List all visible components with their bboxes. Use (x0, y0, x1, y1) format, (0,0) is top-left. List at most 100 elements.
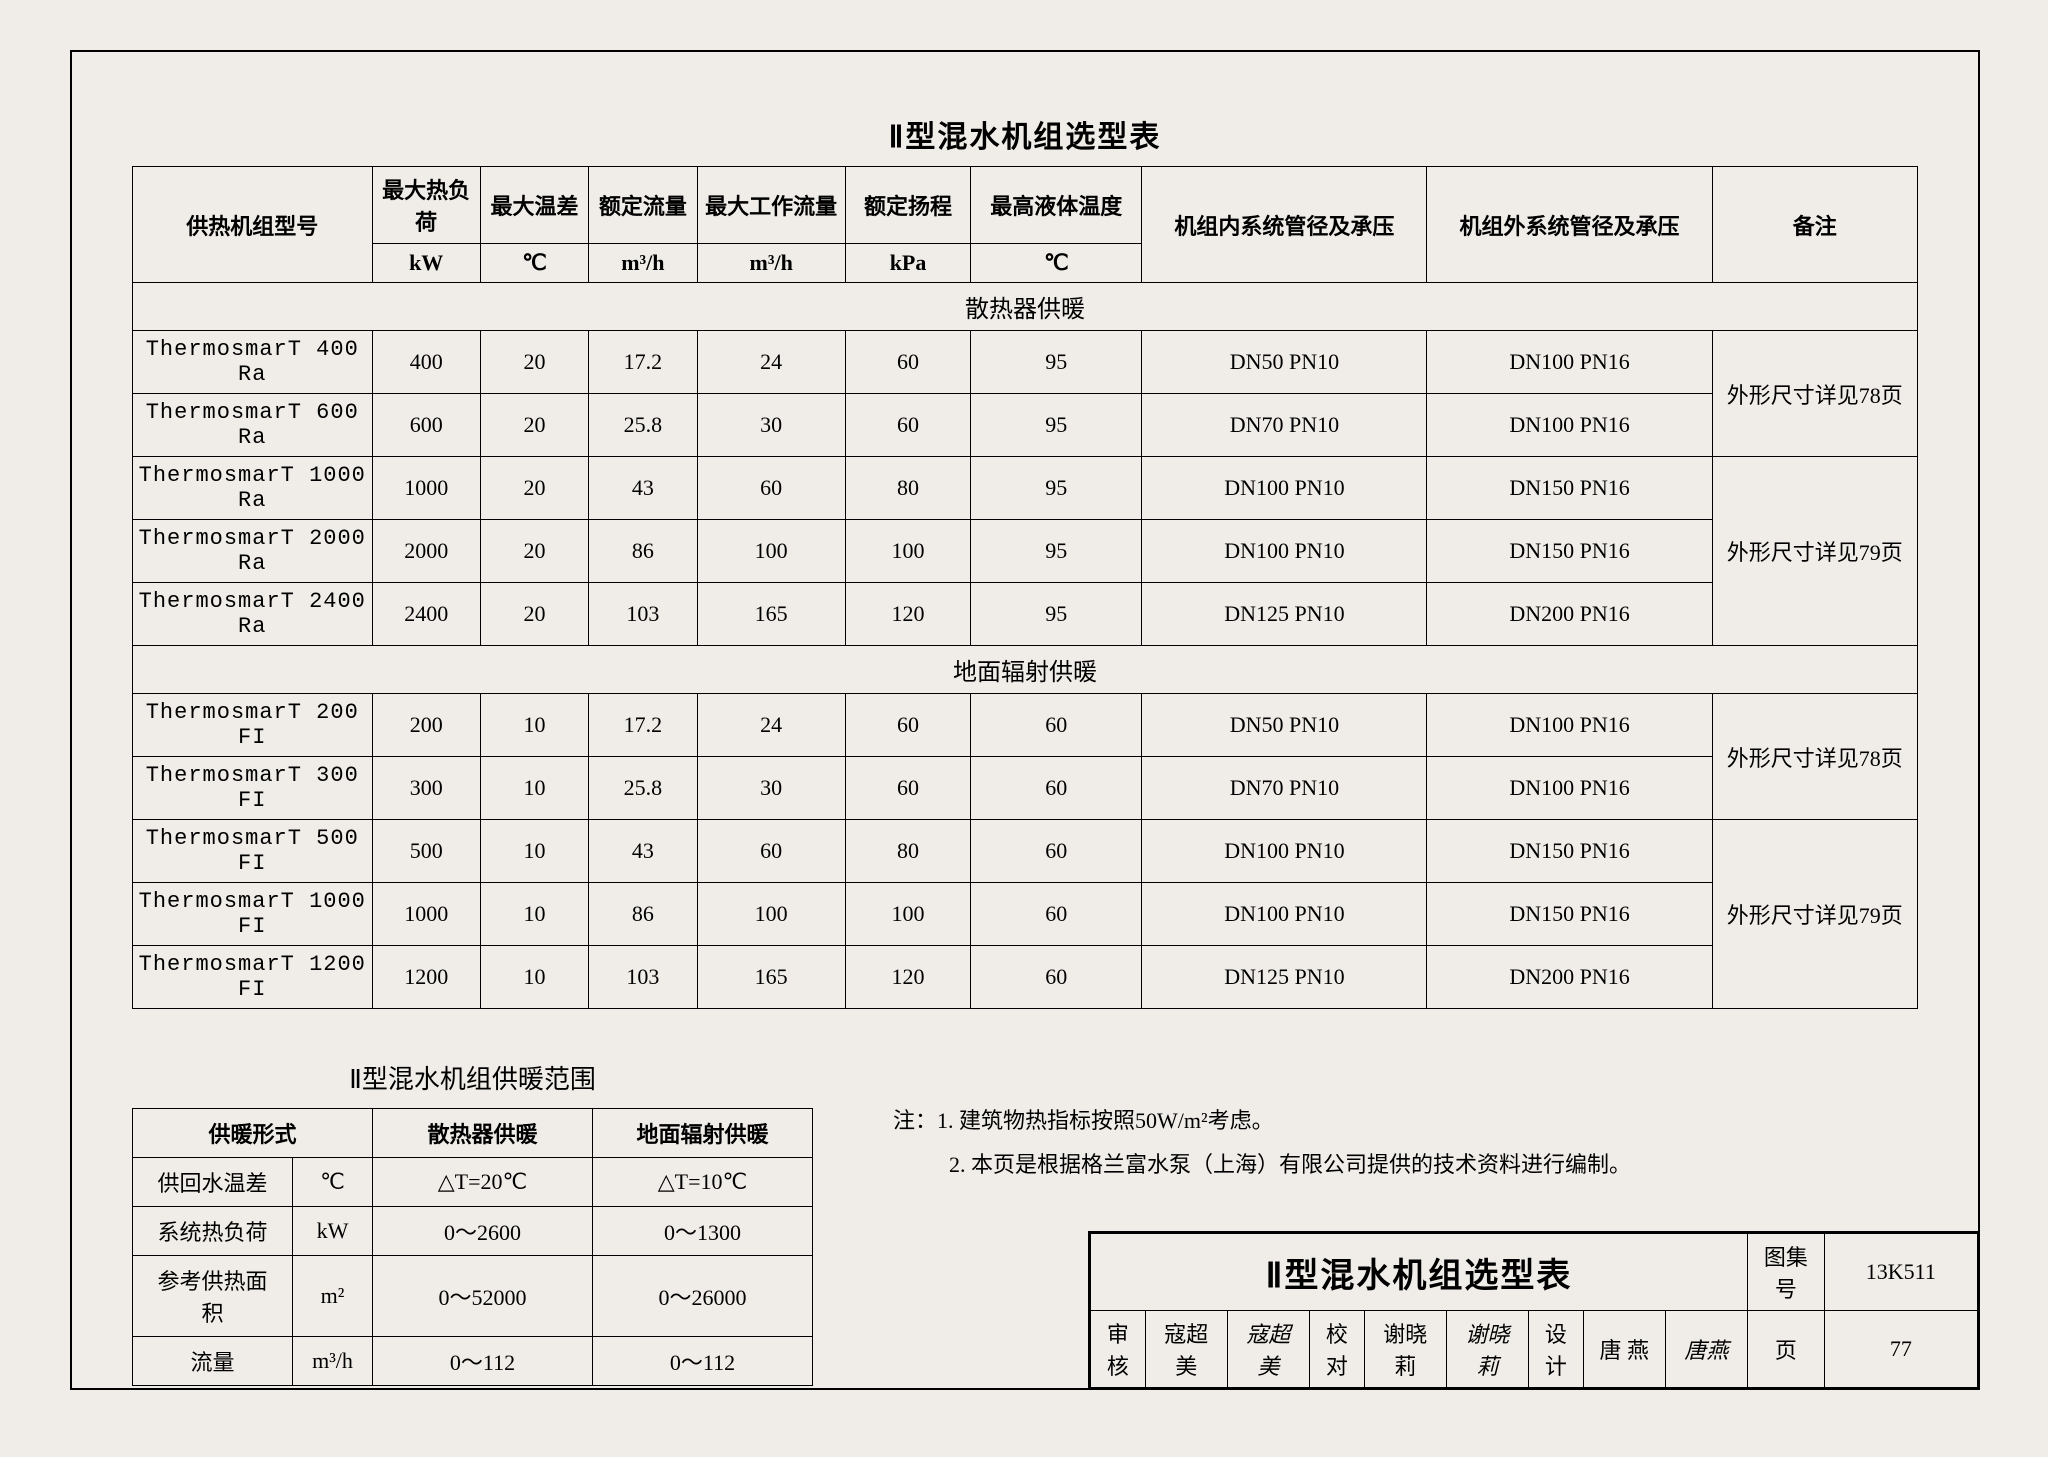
data-cell: 95 (971, 331, 1142, 394)
range-h0: 供暖形式 (133, 1109, 373, 1158)
table-row: ThermosmarT 400 Ra4002017.2246095DN50 PN… (133, 331, 1918, 394)
atlas-label: 图集号 (1748, 1234, 1825, 1311)
model-cell: ThermosmarT 600 Ra (133, 394, 373, 457)
col-2: 最大温差 (480, 167, 588, 244)
data-cell: DN100 PN16 (1427, 694, 1712, 757)
data-cell: 24 (697, 694, 845, 757)
range-cell: ℃ (293, 1158, 373, 1207)
data-cell: 24 (697, 331, 845, 394)
table-row: ThermosmarT 600 Ra6002025.8306095DN70 PN… (133, 394, 1918, 457)
data-cell: DN100 PN10 (1142, 883, 1427, 946)
range-block: Ⅱ型混水机组供暖范围 供暖形式散热器供暖地面辐射供暖供回水温差℃△T=20℃△T… (132, 1009, 813, 1386)
col-5: 额定扬程 (845, 167, 970, 244)
range-cell: 参考供热面积 (133, 1256, 293, 1337)
data-cell: 80 (845, 820, 970, 883)
tb-main-title: Ⅱ型混水机组选型表 (1091, 1234, 1748, 1311)
data-cell: DN100 PN16 (1427, 394, 1712, 457)
data-cell: 60 (845, 694, 970, 757)
data-cell: 25.8 (589, 757, 697, 820)
col-outer-pipe: 机组外系统管径及承压 (1427, 167, 1712, 283)
data-cell: 2000 (372, 520, 480, 583)
range-cell: 0～26000 (593, 1256, 813, 1337)
data-cell: DN100 PN16 (1427, 757, 1712, 820)
data-cell: 200 (372, 694, 480, 757)
main-selection-table: 供热机组型号最大热负荷最大温差额定流量最大工作流量额定扬程最高液体温度机组内系统… (132, 166, 1918, 1009)
range-title: Ⅱ型混水机组供暖范围 (132, 1059, 813, 1096)
data-cell: 95 (971, 583, 1142, 646)
remark-cell: 外形尺寸详见78页 (1712, 694, 1917, 820)
table-row: 供回水温差℃△T=20℃△T=10℃ (133, 1158, 813, 1207)
model-cell: ThermosmarT 500 FI (133, 820, 373, 883)
data-cell: 10 (480, 757, 588, 820)
data-cell: DN100 PN16 (1427, 331, 1712, 394)
main-title: Ⅱ型混水机组选型表 (132, 112, 1918, 156)
data-cell: 17.2 (589, 694, 697, 757)
data-cell: 43 (589, 820, 697, 883)
title-block: Ⅱ型混水机组选型表 图集号 13K511 审核 寇超美 寇超美 校对 谢晓莉 谢… (1088, 1231, 1978, 1388)
range-h3: 地面辐射供暖 (593, 1109, 813, 1158)
table-row: ThermosmarT 1000 FI1000108610010060DN100… (133, 883, 1918, 946)
table-row: ThermosmarT 2000 Ra2000208610010095DN100… (133, 520, 1918, 583)
range-cell: m³/h (293, 1337, 373, 1386)
col-inner-pipe: 机组内系统管径及承压 (1142, 167, 1427, 283)
range-cell: △T=10℃ (593, 1158, 813, 1207)
design-label: 设计 (1529, 1311, 1584, 1388)
col-6: 最高液体温度 (971, 167, 1142, 244)
page-no: 77 (1824, 1311, 1977, 1388)
data-cell: 86 (589, 520, 697, 583)
data-cell: 86 (589, 883, 697, 946)
atlas-no: 13K511 (1824, 1234, 1977, 1311)
page-frame: Ⅱ型混水机组选型表 供热机组型号最大热负荷最大温差额定流量最大工作流量额定扬程最… (70, 50, 1980, 1390)
unit-2: m³/h (589, 244, 697, 283)
unit-1: ℃ (480, 244, 588, 283)
data-cell: DN150 PN16 (1427, 883, 1712, 946)
page-label: 页 (1748, 1311, 1825, 1388)
unit-4: kPa (845, 244, 970, 283)
data-cell: 43 (589, 457, 697, 520)
data-cell: DN70 PN10 (1142, 394, 1427, 457)
model-cell: ThermosmarT 1000 Ra (133, 457, 373, 520)
remark-cell: 外形尺寸详见79页 (1712, 457, 1917, 646)
col-model: 供热机组型号 (133, 167, 373, 283)
data-cell: 60 (971, 757, 1142, 820)
content-area: Ⅱ型混水机组选型表 供热机组型号最大热负荷最大温差额定流量最大工作流量额定扬程最… (72, 52, 1978, 1396)
data-cell: 120 (845, 946, 970, 1009)
col-1: 最大热负荷 (372, 167, 480, 244)
data-cell: DN50 PN10 (1142, 331, 1427, 394)
data-cell: 60 (845, 394, 970, 457)
data-cell: 10 (480, 946, 588, 1009)
range-cell: 0～112 (593, 1337, 813, 1386)
table-row: ThermosmarT 2400 Ra24002010316512095DN12… (133, 583, 1918, 646)
table-row: ThermosmarT 1200 FI12001010316512060DN12… (133, 946, 1918, 1009)
data-cell: 60 (697, 820, 845, 883)
data-cell: 10 (480, 694, 588, 757)
range-cell: 流量 (133, 1337, 293, 1386)
data-cell: 100 (845, 520, 970, 583)
note-line-2: 2. 本页是根据格兰富水泵（上海）有限公司提供的技术资料进行编制。 (893, 1143, 1631, 1187)
data-cell: DN70 PN10 (1142, 757, 1427, 820)
data-cell: DN125 PN10 (1142, 946, 1427, 1009)
table-row: ThermosmarT 500 FI5001043608060DN100 PN1… (133, 820, 1918, 883)
data-cell: 100 (697, 883, 845, 946)
data-cell: 165 (697, 946, 845, 1009)
data-cell: 20 (480, 520, 588, 583)
data-cell: 17.2 (589, 331, 697, 394)
unit-0: kW (372, 244, 480, 283)
remark-cell: 外形尺寸详见79页 (1712, 820, 1917, 1009)
review-label: 审核 (1091, 1311, 1146, 1388)
unit-5: ℃ (971, 244, 1142, 283)
data-cell: 95 (971, 457, 1142, 520)
data-cell: 100 (845, 883, 970, 946)
range-cell: 系统热负荷 (133, 1207, 293, 1256)
data-cell: 30 (697, 394, 845, 457)
design-sig: 唐燕 (1665, 1311, 1747, 1388)
model-cell: ThermosmarT 2400 Ra (133, 583, 373, 646)
table-row: ThermosmarT 1000 Ra10002043608095DN100 P… (133, 457, 1918, 520)
data-cell: DN50 PN10 (1142, 694, 1427, 757)
data-cell: DN150 PN16 (1427, 457, 1712, 520)
data-cell: DN150 PN16 (1427, 820, 1712, 883)
data-cell: 600 (372, 394, 480, 457)
section1-title: 散热器供暖 (133, 283, 1918, 331)
data-cell: DN150 PN16 (1427, 520, 1712, 583)
model-cell: ThermosmarT 1200 FI (133, 946, 373, 1009)
